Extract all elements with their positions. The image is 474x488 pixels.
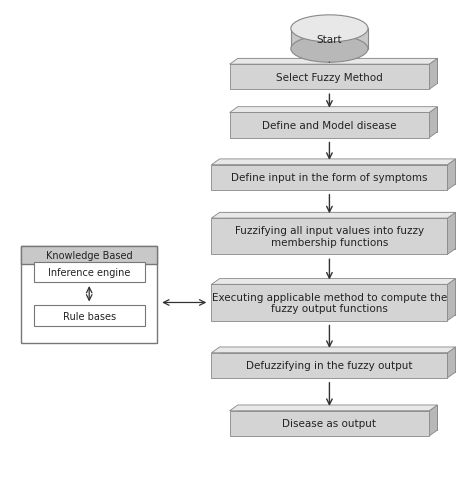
Text: Knowledge Based: Knowledge Based — [46, 251, 132, 261]
Polygon shape — [229, 405, 438, 411]
Ellipse shape — [291, 16, 368, 43]
Polygon shape — [34, 306, 145, 326]
Polygon shape — [429, 59, 438, 90]
Polygon shape — [229, 107, 438, 113]
Polygon shape — [429, 405, 438, 436]
Polygon shape — [211, 160, 456, 165]
Polygon shape — [21, 246, 157, 343]
Text: Disease as output: Disease as output — [283, 419, 376, 428]
Polygon shape — [211, 213, 456, 219]
Polygon shape — [238, 405, 438, 430]
Polygon shape — [238, 59, 438, 84]
Polygon shape — [211, 219, 447, 255]
Ellipse shape — [291, 36, 368, 63]
Polygon shape — [219, 347, 456, 372]
Polygon shape — [219, 213, 456, 249]
Polygon shape — [211, 353, 447, 378]
Polygon shape — [447, 279, 456, 321]
Polygon shape — [34, 263, 145, 283]
Text: Fuzzifying all input values into fuzzy
membership functions: Fuzzifying all input values into fuzzy m… — [235, 226, 424, 247]
Text: Executing applicable method to compute the
fuzzy output functions: Executing applicable method to compute t… — [212, 292, 447, 314]
Text: Start: Start — [317, 35, 342, 44]
Polygon shape — [447, 160, 456, 190]
Polygon shape — [219, 160, 456, 184]
Polygon shape — [229, 113, 429, 138]
Text: Inference engine: Inference engine — [48, 267, 130, 278]
Text: Define input in the form of symptoms: Define input in the form of symptoms — [231, 173, 428, 183]
Polygon shape — [238, 107, 438, 133]
Polygon shape — [447, 213, 456, 255]
Polygon shape — [229, 65, 429, 90]
Polygon shape — [211, 165, 447, 190]
Polygon shape — [211, 279, 456, 285]
Polygon shape — [219, 279, 456, 315]
Polygon shape — [229, 59, 438, 65]
Text: Select Fuzzy Method: Select Fuzzy Method — [276, 73, 383, 82]
Polygon shape — [447, 347, 456, 378]
Text: Define and Model disease: Define and Model disease — [262, 121, 397, 131]
Polygon shape — [291, 29, 368, 50]
Text: Rule bases: Rule bases — [63, 311, 116, 321]
Polygon shape — [211, 347, 456, 353]
Polygon shape — [229, 411, 429, 436]
Polygon shape — [211, 285, 447, 321]
Polygon shape — [21, 246, 157, 265]
Text: Defuzzifying in the fuzzy output: Defuzzifying in the fuzzy output — [246, 361, 413, 370]
Polygon shape — [429, 107, 438, 138]
